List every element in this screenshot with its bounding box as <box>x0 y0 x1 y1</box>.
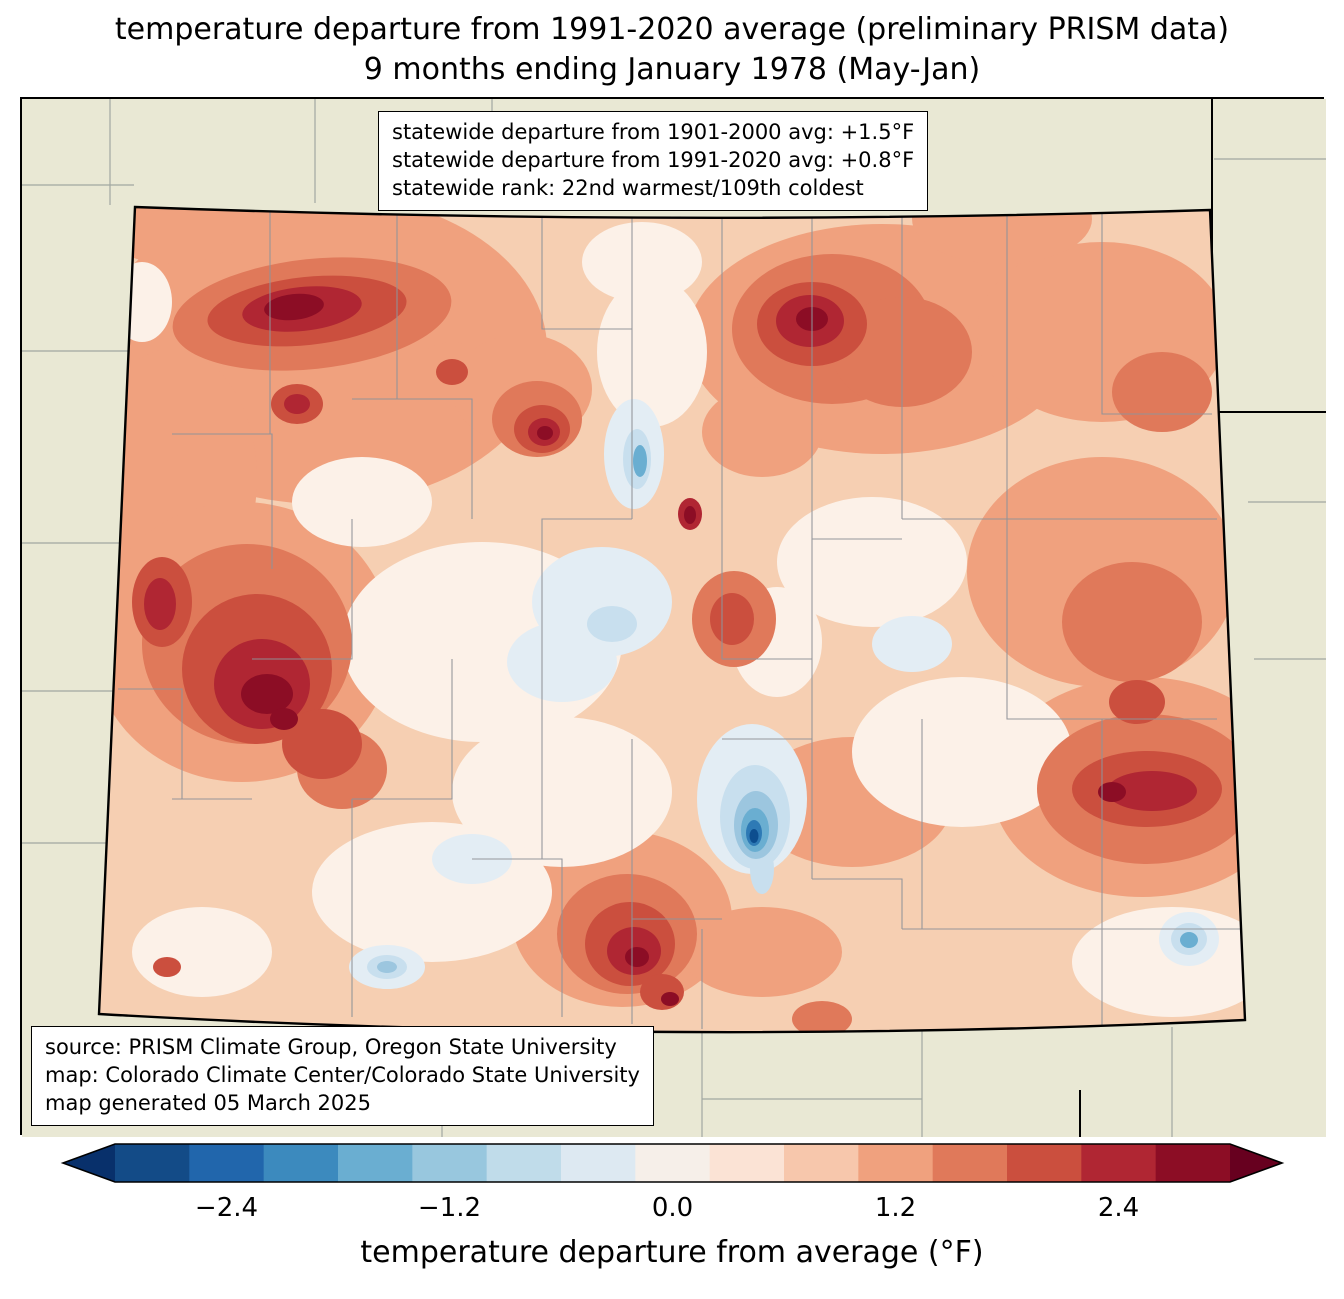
colorbar-ticks: −2.4 −1.2 0.0 1.2 2.4 <box>0 1193 1344 1227</box>
colorbar-tick-label: −2.4 <box>194 1193 259 1223</box>
colorado-anomaly-map <box>22 99 1326 1137</box>
colorbar: −2.4 −1.2 0.0 1.2 2.4 temperature departure … <box>0 1141 1344 1299</box>
county-lines <box>118 207 1245 1029</box>
colorbar-tick-label: 2.4 <box>1097 1193 1140 1223</box>
source-attribution-box: source: PRISM Climate Group, Oregon Stat… <box>31 1026 654 1126</box>
colorbar-tick-label: 1.2 <box>874 1193 917 1223</box>
stats-line-2: statewide departure from 1991-2020 avg: … <box>392 147 915 172</box>
map-frame: statewide departure from 1901-2000 avg: … <box>20 97 1326 1137</box>
title-line-2: 9 months ending January 1978 (May-Jan) <box>363 51 981 87</box>
colorbar-gradient <box>60 1143 1285 1183</box>
statewide-stats-box: statewide departure from 1901-2000 avg: … <box>378 111 929 211</box>
source-line-2: map: Colorado Climate Center/Colorado St… <box>45 1063 640 1088</box>
anomaly-contours <box>99 207 1245 1033</box>
source-line-1: source: PRISM Climate Group, Oregon Stat… <box>45 1035 617 1060</box>
figure-title: temperature departure from 1991-2020 ave… <box>0 10 1344 89</box>
stats-line-1: statewide departure from 1901-2000 avg: … <box>392 120 915 144</box>
colorbar-tick-label: 0.0 <box>651 1193 694 1223</box>
title-line-1: temperature departure from 1991-2020 ave… <box>114 12 1230 47</box>
colorbar-axis-label: temperature departure from average (°F) <box>360 1235 984 1270</box>
colorbar-tick-label: −1.2 <box>417 1193 482 1223</box>
source-line-3: map generated 05 March 2025 <box>45 1091 372 1116</box>
stats-line-3: statewide rank: 22nd warmest/109th colde… <box>392 175 864 200</box>
